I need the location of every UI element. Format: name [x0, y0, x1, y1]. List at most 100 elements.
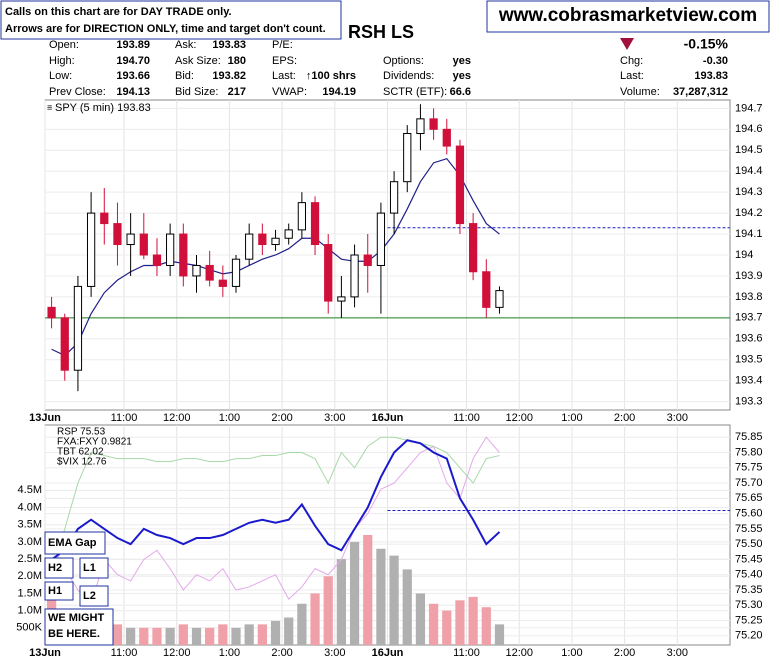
x-tick-label: 2:00 — [271, 412, 292, 424]
candle-body — [258, 233, 267, 246]
candle-body — [113, 223, 122, 246]
volume-bar — [139, 627, 149, 645]
y-tick-label: 75.55 — [735, 523, 763, 535]
volume-bar — [178, 624, 188, 645]
candle-body — [376, 212, 386, 266]
y-tick-label: 193.4 — [735, 375, 763, 387]
volume-bar — [284, 617, 294, 645]
candle-body — [126, 233, 135, 246]
y-tick-label: 193.8 — [735, 291, 763, 303]
candle-body — [179, 233, 188, 277]
y-tick-label: 194.6 — [735, 123, 763, 135]
volume-bar — [455, 600, 465, 645]
quote-label: EPS: — [272, 55, 297, 67]
quote-label: P/E: — [272, 39, 293, 51]
candle-body — [324, 244, 333, 302]
quote-label: Prev Close: — [49, 86, 106, 98]
candle-body — [231, 258, 241, 287]
symbol-text: RSH LS — [348, 22, 414, 42]
candle-body — [47, 306, 56, 319]
annotation-box — [44, 581, 74, 601]
y-tick-label: 194.7 — [735, 102, 763, 114]
quote-value: 193.83 — [212, 39, 246, 51]
y-tick-label: 1.5M — [18, 587, 42, 599]
x-tick-label: 13Jun — [29, 412, 61, 424]
quote-label: Bid Size: — [175, 86, 218, 98]
x-tick-label: 2:00 — [614, 412, 635, 424]
volume-bar — [376, 548, 386, 645]
volume-bar — [112, 624, 123, 645]
y-tick-label: 500K — [16, 622, 42, 634]
volume-bar — [126, 627, 136, 645]
y-tick-label: 75.20 — [735, 630, 763, 642]
x-tick-label: 16Jun — [372, 647, 404, 659]
legend-entry: $VIX 12.76 — [57, 457, 107, 468]
candle-body — [403, 133, 412, 183]
volume-bar — [297, 603, 307, 645]
quote-value: 180 — [228, 55, 246, 67]
candle-body — [205, 264, 214, 281]
annotation-text: WE MIGHT — [48, 612, 104, 624]
annotation-box — [79, 585, 109, 607]
quote-value: 193.66 — [116, 70, 150, 82]
volume-bar — [336, 559, 347, 645]
y-tick-label: 1.0M — [18, 605, 42, 617]
candle-body — [363, 254, 372, 266]
x-tick-label: 13Jun — [29, 647, 61, 659]
y-tick-label: 193.5 — [735, 354, 763, 366]
x-tick-label: 2:00 — [271, 647, 292, 659]
y-tick-label: 194.2 — [735, 207, 763, 219]
banner-box — [0, 0, 342, 40]
candle-body — [86, 212, 96, 287]
quote-value: 193.89 — [116, 39, 150, 51]
y-tick-label: 193.7 — [735, 312, 763, 324]
quote-value: yes — [453, 70, 471, 82]
legend-entry: TBT 62.02 — [57, 447, 104, 458]
volume-bar — [363, 535, 373, 645]
y-tick-label: 3.5M — [18, 519, 42, 531]
y-tick-label: 75.45 — [735, 553, 763, 565]
candle-body — [416, 118, 425, 135]
candle-body — [245, 233, 254, 260]
quote-value: 194.70 — [116, 55, 150, 67]
x-tick-label: 12:00 — [163, 412, 191, 424]
candle-body — [389, 181, 399, 214]
y-tick-label: 75.80 — [735, 446, 763, 458]
annotation-box — [79, 557, 109, 579]
x-tick-label: 11:00 — [453, 647, 480, 659]
x-tick-label: 12:00 — [163, 647, 191, 659]
quote-value: 193.83 — [694, 70, 728, 82]
y-tick-label: 193.9 — [735, 270, 763, 282]
annotation-text: L1 — [83, 562, 96, 574]
x-tick-label: 3:00 — [667, 647, 688, 659]
x-tick-label: 1:00 — [219, 647, 240, 659]
volume-bar — [402, 569, 412, 645]
x-tick-label: 1:00 — [219, 412, 240, 424]
chart-title: SPY (5 min) 193.83 — [55, 102, 151, 114]
quote-value: ↑100 shrs — [306, 70, 356, 82]
volume-bar — [310, 593, 320, 645]
candle-body — [495, 290, 504, 308]
y-tick-label: 75.60 — [735, 508, 763, 520]
volume-bar — [442, 610, 452, 645]
candle-body — [166, 233, 175, 266]
volume-bar — [494, 624, 505, 645]
y-tick-label: 75.25 — [735, 614, 763, 626]
volume-bar — [428, 603, 439, 645]
volume-bar — [415, 593, 426, 645]
x-tick-label: 12:00 — [505, 412, 533, 424]
series-line — [51, 436, 500, 607]
quote-value: 217 — [228, 86, 246, 98]
quote-label: SCTR (ETF): — [383, 86, 447, 98]
y-tick-label: 193.3 — [735, 396, 763, 408]
quote-value: yes — [453, 55, 471, 67]
candle-body — [60, 317, 69, 371]
y-tick-label: 194.5 — [735, 144, 763, 156]
x-tick-label: 2:00 — [614, 647, 635, 659]
annotation-text: BE HERE. — [48, 628, 100, 640]
volume-bar — [205, 627, 215, 645]
candle-body — [271, 237, 280, 246]
x-tick-label: 11:00 — [453, 412, 480, 424]
candle-body — [482, 271, 491, 308]
website-box — [486, 0, 770, 33]
